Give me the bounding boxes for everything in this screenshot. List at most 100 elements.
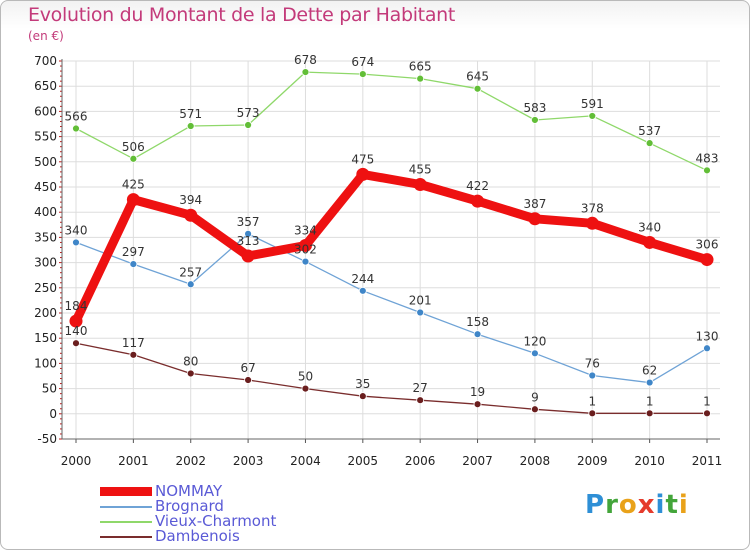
series-line-brognard — [75, 233, 708, 384]
data-label: 506 — [122, 140, 145, 154]
data-point — [358, 70, 367, 79]
data-point — [528, 212, 542, 226]
data-point — [298, 238, 312, 252]
data-label: 35 — [355, 377, 370, 391]
x-tick-label: 2010 — [634, 454, 665, 468]
series-line-nommay — [71, 169, 712, 326]
data-label: 357 — [237, 215, 260, 229]
x-tick-label: 2009 — [577, 454, 608, 468]
x-tick-label: 2000 — [61, 454, 92, 468]
data-label: 334 — [294, 223, 317, 237]
y-tick-label: 350 — [34, 230, 57, 244]
data-point — [473, 330, 482, 339]
data-label: 475 — [351, 152, 374, 166]
data-label: 257 — [179, 265, 202, 279]
data-point — [358, 392, 367, 401]
y-tick-label: 700 — [34, 54, 57, 68]
data-label: 302 — [294, 243, 317, 257]
logo-letter: r — [605, 490, 619, 520]
data-label: 50 — [298, 370, 313, 384]
data-label: 80 — [183, 354, 198, 368]
logo-letter: t — [665, 490, 679, 520]
data-label: 483 — [696, 151, 719, 165]
data-point — [72, 238, 80, 247]
data-point — [186, 369, 195, 378]
y-tick-label: 550 — [34, 130, 57, 144]
x-tick-label: 2011 — [692, 454, 723, 468]
data-label: 76 — [585, 356, 600, 370]
data-label: 566 — [65, 110, 88, 124]
data-point — [129, 260, 138, 269]
x-tick-label: 2006 — [405, 454, 436, 468]
data-label: 455 — [409, 162, 432, 176]
data-label: 583 — [523, 101, 546, 115]
data-label: 1 — [703, 394, 711, 408]
data-point — [588, 371, 597, 380]
data-label: 674 — [351, 55, 374, 69]
data-label: 117 — [122, 336, 145, 350]
y-tick-label: -50 — [37, 432, 57, 446]
data-label: 678 — [294, 53, 317, 67]
data-label: 387 — [523, 197, 546, 211]
chart-subtitle: (en €) — [28, 29, 64, 43]
y-tick-label: 450 — [34, 180, 57, 194]
data-label: 306 — [696, 238, 719, 252]
data-label: 645 — [466, 70, 489, 84]
data-label: 120 — [523, 334, 546, 348]
logo-letter: i — [678, 490, 689, 520]
y-tick-label: 0 — [49, 407, 57, 421]
x-tick-label: 2002 — [175, 454, 206, 468]
y-tick-label: 200 — [34, 306, 57, 320]
y-tick-label: 150 — [34, 331, 57, 345]
y-tick-label: 600 — [34, 104, 57, 118]
data-point — [531, 405, 539, 414]
data-point — [473, 84, 482, 93]
data-point — [241, 249, 255, 263]
data-point — [416, 308, 425, 317]
data-point — [703, 166, 711, 175]
y-tick-label: 50 — [42, 382, 57, 396]
data-point — [72, 339, 80, 348]
x-tick-label: 2005 — [348, 454, 379, 468]
data-point — [244, 376, 252, 384]
data-label: 158 — [466, 315, 489, 329]
x-tick-label: 2008 — [520, 454, 551, 468]
data-label: 1 — [646, 394, 654, 408]
x-tick-label: 2004 — [290, 454, 321, 468]
data-point — [645, 378, 654, 387]
data-label: 297 — [122, 245, 145, 259]
data-label: 201 — [409, 293, 432, 307]
data-label: 67 — [240, 361, 255, 375]
data-label: 425 — [122, 178, 145, 192]
data-label: 394 — [179, 193, 202, 207]
proxiti-logo: Proxiti — [585, 490, 689, 520]
legend-swatch — [100, 535, 152, 538]
data-point — [645, 409, 654, 418]
data-point — [643, 235, 657, 249]
x-tick-label: 2001 — [118, 454, 149, 468]
data-point — [186, 280, 195, 289]
y-tick-label: 500 — [34, 155, 57, 169]
data-point — [645, 139, 654, 148]
logo-letter: o — [618, 490, 638, 520]
y-tick-label: 300 — [34, 256, 57, 270]
data-point — [416, 396, 425, 405]
legend-swatch — [100, 505, 152, 508]
data-point — [531, 349, 539, 358]
logo-letter: x — [637, 490, 656, 520]
data-label: 665 — [409, 60, 432, 74]
chart-title: Evolution du Montant de la Dette par Hab… — [28, 4, 456, 26]
data-point — [473, 400, 482, 409]
y-tick-label: 100 — [34, 356, 57, 370]
data-label: 313 — [237, 234, 260, 248]
data-point — [129, 154, 138, 163]
data-point — [244, 229, 252, 238]
data-label: 573 — [237, 106, 260, 120]
data-point — [356, 167, 370, 181]
data-label: 62 — [642, 364, 657, 378]
data-point — [301, 68, 310, 76]
y-tick-label: 400 — [34, 205, 57, 219]
data-point — [416, 74, 425, 83]
data-label: 1 — [588, 394, 596, 408]
